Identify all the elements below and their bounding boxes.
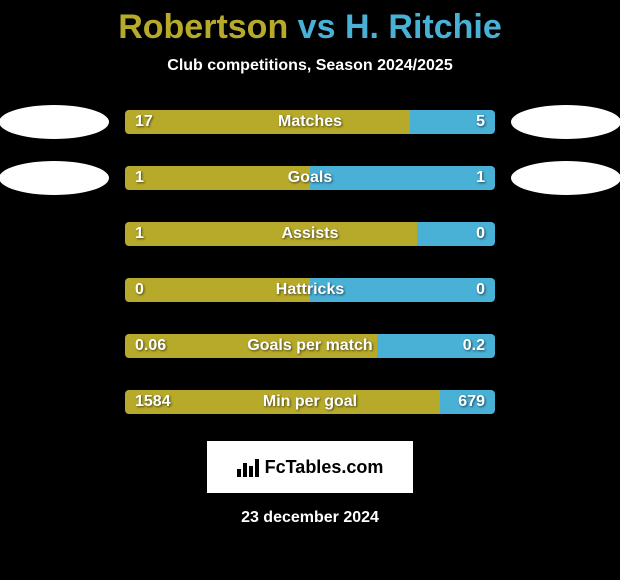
stat-value-left: 17	[135, 113, 153, 131]
branding-badge: FcTables.com	[207, 441, 413, 493]
stats-rows: Matches 17 5 Goals 1 1 Assists 1 0 Hattricks 0 0 Goa…	[0, 105, 620, 419]
date-text: 23 december 2024	[0, 509, 620, 527]
stat-label: Hattricks	[276, 281, 344, 299]
stat-label: Goals per match	[247, 337, 372, 355]
player2-name: H. Ritchie	[345, 8, 502, 46]
stat-label: Min per goal	[263, 393, 357, 411]
stat-bar: Assists 1 0	[125, 222, 495, 246]
bar-segment-left	[125, 110, 410, 134]
stat-value-left: 1	[135, 169, 144, 187]
stat-row: Goals per match 0.06 0.2	[0, 329, 620, 363]
player1-name: Robertson	[118, 8, 288, 46]
stat-row: Matches 17 5	[0, 105, 620, 139]
stat-value-left: 0.06	[135, 337, 166, 355]
bar-segment-right	[310, 166, 495, 190]
stat-bar: Goals 1 1	[125, 166, 495, 190]
stat-row: Assists 1 0	[0, 217, 620, 251]
stat-row: Hattricks 0 0	[0, 273, 620, 307]
stat-value-right: 5	[476, 113, 485, 131]
stat-label: Assists	[282, 225, 339, 243]
stat-value-right: 679	[458, 393, 485, 411]
player1-marker	[0, 161, 109, 195]
stat-value-right: 0	[476, 225, 485, 243]
stat-bar: Goals per match 0.06 0.2	[125, 334, 495, 358]
stat-value-right: 0.2	[463, 337, 485, 355]
stat-value-left: 1	[135, 225, 144, 243]
stat-bar: Hattricks 0 0	[125, 278, 495, 302]
bar-segment-left	[125, 166, 310, 190]
stat-value-right: 0	[476, 281, 485, 299]
player1-marker	[0, 105, 109, 139]
player2-marker	[511, 161, 620, 195]
stat-value-right: 1	[476, 169, 485, 187]
stat-value-left: 0	[135, 281, 144, 299]
player2-marker	[511, 105, 620, 139]
comparison-title: Robertson vs H. Ritchie	[0, 8, 620, 47]
vs-separator: vs	[298, 8, 336, 46]
stat-row: Min per goal 1584 679	[0, 385, 620, 419]
stat-row: Goals 1 1	[0, 161, 620, 195]
stat-value-left: 1584	[135, 393, 171, 411]
stat-bar: Min per goal 1584 679	[125, 390, 495, 414]
stat-bar: Matches 17 5	[125, 110, 495, 134]
subtitle: Club competitions, Season 2024/2025	[0, 57, 620, 75]
stat-label: Matches	[278, 113, 342, 131]
bars-icon	[237, 457, 259, 477]
stat-label: Goals	[288, 169, 332, 187]
bar-segment-left	[125, 222, 417, 246]
branding-text: FcTables.com	[265, 457, 384, 478]
